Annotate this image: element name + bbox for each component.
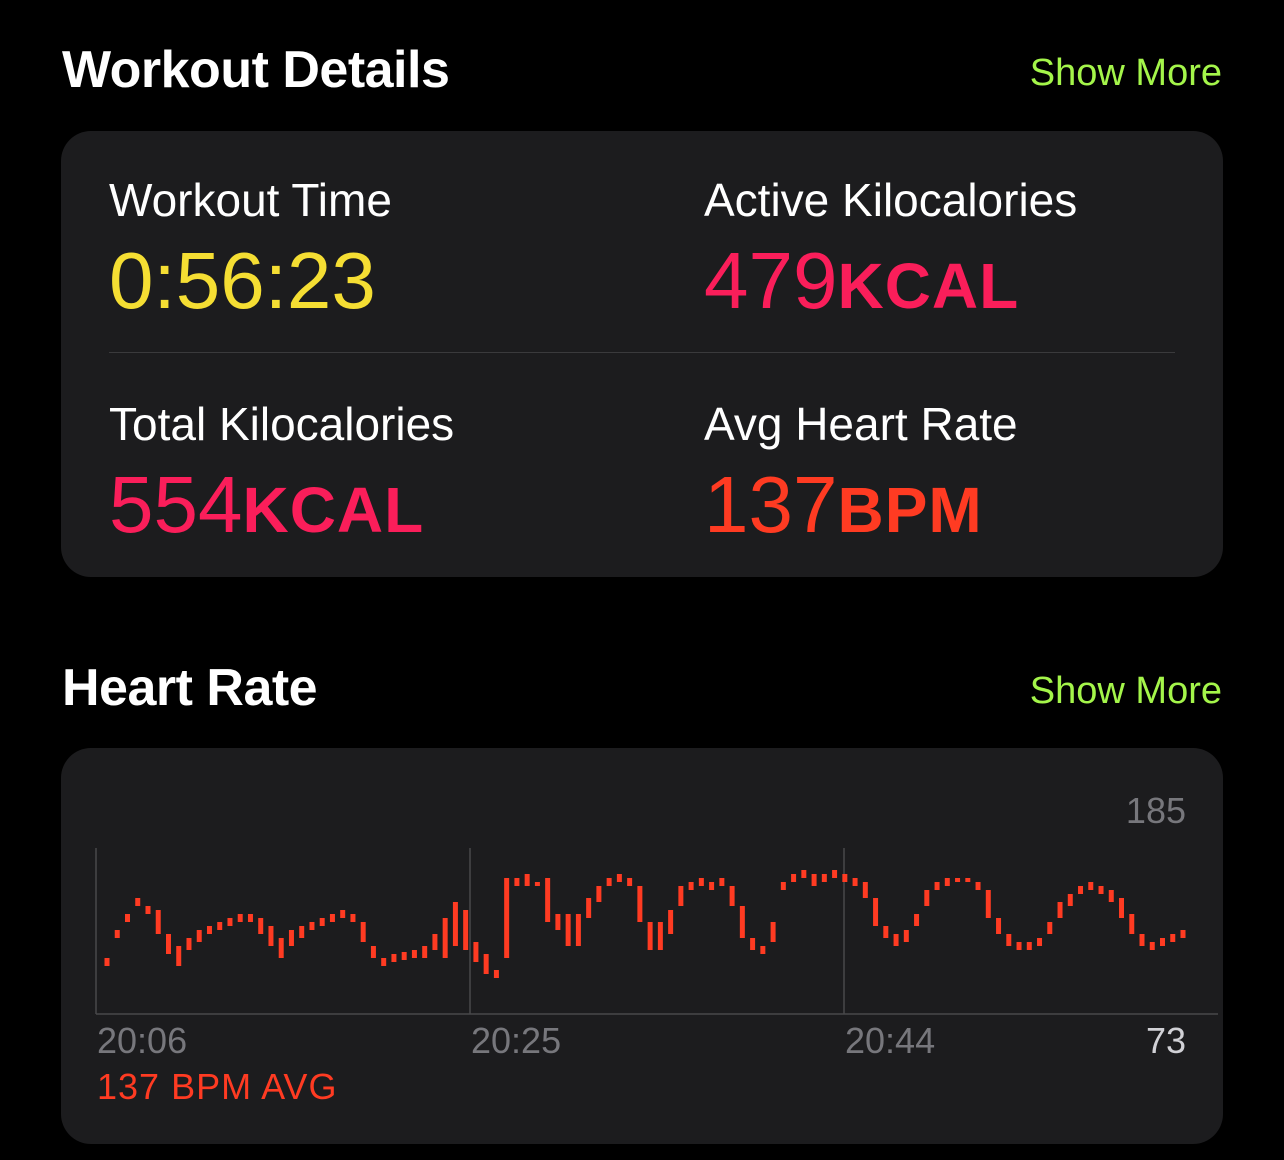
metrics-divider bbox=[109, 352, 1175, 353]
chart-bars bbox=[104, 870, 1186, 978]
metric-value: 479KCAL bbox=[704, 241, 1077, 321]
metric-label: Avg Heart Rate bbox=[704, 398, 1018, 450]
metric-value-number: 0:56:23 bbox=[109, 236, 376, 325]
heart-rate-title: Heart Rate bbox=[62, 659, 318, 717]
metric-value-unit: BPM bbox=[837, 474, 983, 546]
metric-value-unit: KCAL bbox=[837, 250, 1020, 322]
workout-details-title: Workout Details bbox=[62, 41, 450, 99]
metric-value-number: 554 bbox=[109, 460, 243, 549]
workout-details-show-more[interactable]: Show More bbox=[1029, 52, 1222, 94]
heart-rate-chart bbox=[95, 848, 1218, 1015]
x-tick-label: 20:25 bbox=[471, 1020, 562, 1061]
metric-label: Active Kilocalories bbox=[704, 174, 1078, 226]
metric-value-number: 479 bbox=[704, 236, 838, 325]
x-tick-label: 20:06 bbox=[97, 1020, 188, 1061]
heart-rate-show-more[interactable]: Show More bbox=[1029, 670, 1222, 712]
metric-label: Total Kilocalories bbox=[109, 398, 455, 450]
y-min-label: 73 bbox=[1145, 1020, 1186, 1061]
x-tick-label: 20:44 bbox=[845, 1020, 936, 1061]
metric-label: Workout Time bbox=[109, 174, 392, 226]
heart-rate-card[interactable]: 185 20:06 20:25 20:44 73 137 BPM AVG bbox=[61, 748, 1223, 1144]
metric-total-kilocalories: Total Kilocalories 554KCAL bbox=[109, 401, 454, 545]
workout-details-card: Workout Time 0:56:23 Active Kilocalories… bbox=[61, 131, 1223, 577]
metric-value: 137BPM bbox=[704, 465, 1018, 545]
metric-value: 0:56:23 bbox=[109, 241, 392, 321]
y-max-label: 185 bbox=[1125, 790, 1186, 831]
metric-active-kilocalories: Active Kilocalories 479KCAL bbox=[704, 177, 1077, 321]
heart-rate-avg: 137 BPM AVG bbox=[97, 1066, 338, 1107]
metric-value: 554KCAL bbox=[109, 465, 454, 545]
metric-value-number: 137 bbox=[704, 460, 838, 549]
metric-workout-time: Workout Time 0:56:23 bbox=[109, 177, 392, 321]
metric-value-unit: KCAL bbox=[242, 474, 425, 546]
metric-avg-heart-rate: Avg Heart Rate 137BPM bbox=[704, 401, 1018, 545]
